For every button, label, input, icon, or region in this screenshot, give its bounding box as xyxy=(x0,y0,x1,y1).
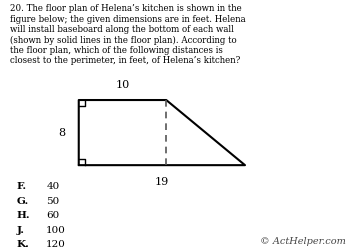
Text: 20. The floor plan of Helena’s kitchen is shown in the
figure below; the given d: 20. The floor plan of Helena’s kitchen i… xyxy=(10,4,246,65)
Text: F.: F. xyxy=(17,182,27,192)
Text: K.: K. xyxy=(17,240,30,249)
Text: 100: 100 xyxy=(46,226,66,235)
Text: 8: 8 xyxy=(58,128,66,138)
Text: © ActHelper.com: © ActHelper.com xyxy=(260,237,345,246)
Text: 60: 60 xyxy=(46,211,60,220)
Text: J.: J. xyxy=(17,226,25,235)
Text: 50: 50 xyxy=(46,197,60,206)
Text: 19: 19 xyxy=(155,177,169,187)
Text: 120: 120 xyxy=(46,240,66,249)
Text: 40: 40 xyxy=(46,182,60,192)
Text: 10: 10 xyxy=(116,80,130,90)
Text: G.: G. xyxy=(17,197,29,206)
Text: H.: H. xyxy=(17,211,30,220)
